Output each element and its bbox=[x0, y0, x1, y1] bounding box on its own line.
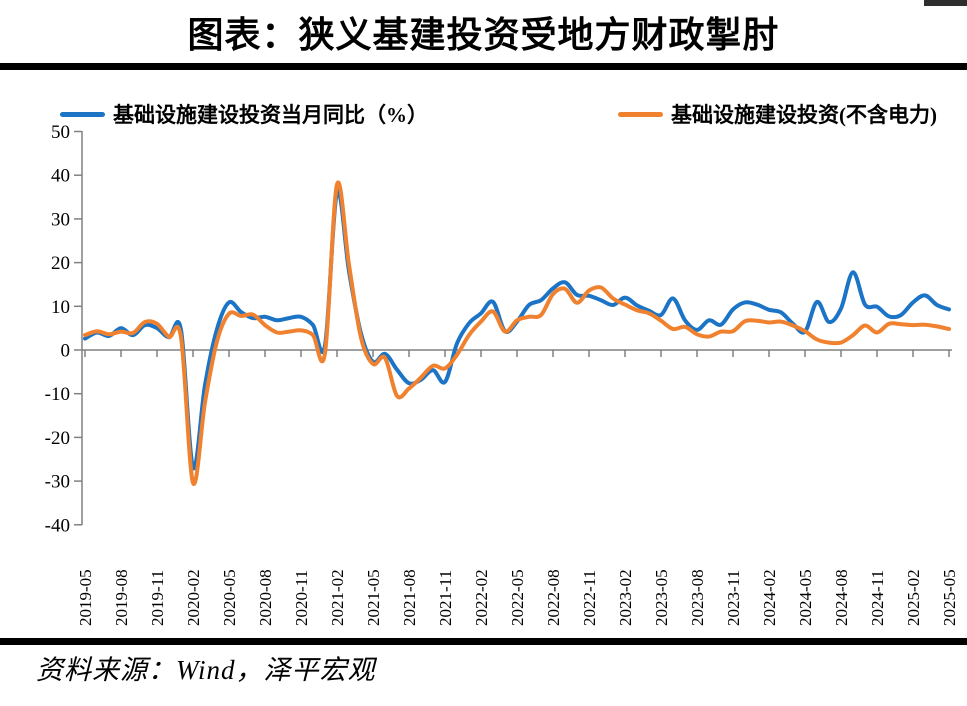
x-axis-label: 2024-11 bbox=[868, 570, 887, 626]
y-axis-label: -10 bbox=[45, 384, 70, 405]
blue-line-swatch-icon bbox=[60, 111, 105, 117]
y-axis-label: 30 bbox=[51, 209, 70, 230]
x-axis-label: 2021-08 bbox=[400, 569, 419, 626]
x-axis-label: 2023-11 bbox=[724, 570, 743, 626]
y-axis-label: -20 bbox=[45, 428, 70, 449]
series-line-blue bbox=[83, 188, 951, 471]
x-axis-label: 2023-02 bbox=[616, 569, 635, 626]
x-axis-label: 2020-11 bbox=[292, 570, 311, 626]
x-axis-label: 2019-08 bbox=[112, 569, 131, 626]
x-axis-label: 2021-05 bbox=[364, 569, 383, 626]
legend-label-orange: 基础设施建设投资(不含电力) bbox=[671, 103, 937, 127]
legend-item-orange: 基础设施建设投资(不含电力) bbox=[618, 99, 937, 129]
x-axis-label: 2023-08 bbox=[688, 569, 707, 626]
orange-line-swatch-icon bbox=[618, 111, 663, 117]
legend-label-blue: 基础设施建设投资当月同比（%） bbox=[113, 103, 428, 127]
x-axis-label: 2019-05 bbox=[76, 569, 95, 626]
y-axis-label: 0 bbox=[61, 341, 71, 362]
x-axis-label: 2025-02 bbox=[904, 569, 923, 626]
series-line-orange bbox=[83, 180, 951, 486]
x-axis-label: 2025-05 bbox=[940, 569, 959, 626]
x-axis-label: 2024-05 bbox=[796, 569, 815, 626]
y-axis-label: 20 bbox=[51, 253, 70, 274]
x-axis-label: 2022-02 bbox=[472, 569, 491, 626]
x-axis-label: 2021-11 bbox=[436, 570, 455, 626]
chart-title: 图表：狭义基建投资受地方财政掣肘 bbox=[187, 15, 780, 55]
x-axis-label: 2020-05 bbox=[220, 569, 239, 626]
y-axis-label: -30 bbox=[45, 472, 70, 493]
x-axis-label: 2020-02 bbox=[184, 569, 203, 626]
bottom-divider-rule bbox=[0, 638, 967, 645]
x-axis-label: 2022-05 bbox=[508, 569, 527, 626]
y-axis-label: -40 bbox=[45, 515, 70, 536]
x-axis-label: 2020-08 bbox=[256, 569, 275, 626]
source-note: 资料来源：Wind，泽平宏观 bbox=[36, 655, 376, 685]
y-axis-label: 40 bbox=[51, 166, 70, 187]
y-axis-label: 50 bbox=[51, 122, 70, 143]
page-corner-mark bbox=[924, 0, 967, 6]
x-axis-label: 2024-08 bbox=[832, 569, 851, 626]
x-axis-label: 2022-08 bbox=[544, 569, 563, 626]
x-axis-label: 2021-02 bbox=[328, 569, 347, 626]
x-axis-label: 2023-05 bbox=[652, 569, 671, 626]
top-divider-rule bbox=[0, 63, 967, 70]
y-axis-label: 10 bbox=[51, 297, 70, 318]
x-axis-label: 2019-11 bbox=[148, 570, 167, 626]
legend-item-blue: 基础设施建设投资当月同比（%） bbox=[60, 99, 428, 129]
x-axis-label: 2022-11 bbox=[580, 570, 599, 626]
x-axis-label: 2024-02 bbox=[760, 569, 779, 626]
legend: 基础设施建设投资当月同比（%） 基础设施建设投资(不含电力) bbox=[60, 99, 937, 129]
